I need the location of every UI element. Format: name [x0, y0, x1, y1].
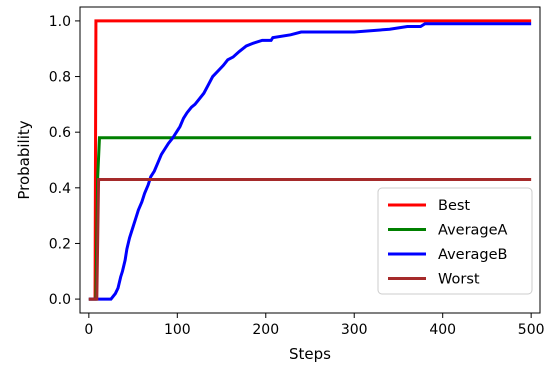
- legend-label-worst: Worst: [438, 272, 480, 288]
- y-tick-label: 0.8: [49, 70, 71, 86]
- x-tick-label: 0: [84, 322, 93, 338]
- series-line-averageb: [88, 22, 532, 301]
- y-tick-label: 0.4: [49, 181, 71, 197]
- y-tick-label: 0.6: [49, 125, 71, 141]
- legend-label-averagea: AverageA: [438, 223, 508, 239]
- legend-box: [377, 187, 533, 295]
- y-axis-ticks: 0.0 0.2 0.4 0.6 0.8 1.0: [49, 14, 80, 308]
- x-tick-label: 100: [164, 322, 191, 338]
- legend-label-averageb: AverageB: [438, 247, 508, 263]
- axes-frame: [79, 6, 541, 314]
- x-tick-label: 200: [252, 322, 279, 338]
- x-tick-label: 400: [429, 322, 456, 338]
- y-axis-label: Probability: [15, 120, 33, 199]
- series-layer: [88, 19, 532, 301]
- series-line-worst: [88, 177, 532, 301]
- x-tick-label: 500: [518, 322, 545, 338]
- legend-label-best: Best: [438, 198, 470, 214]
- plot-area-frame: [79, 6, 541, 314]
- y-tick-label: 1.0: [49, 14, 71, 30]
- y-tick-label: 0.0: [49, 292, 71, 308]
- legend: Best AverageA AverageB Worst: [377, 187, 533, 295]
- x-tick-label: 300: [341, 322, 368, 338]
- y-tick-label: 0.2: [49, 236, 71, 252]
- x-axis-label: Steps: [289, 345, 331, 363]
- x-axis-ticks: 0 100 200 300 400 500: [84, 313, 545, 338]
